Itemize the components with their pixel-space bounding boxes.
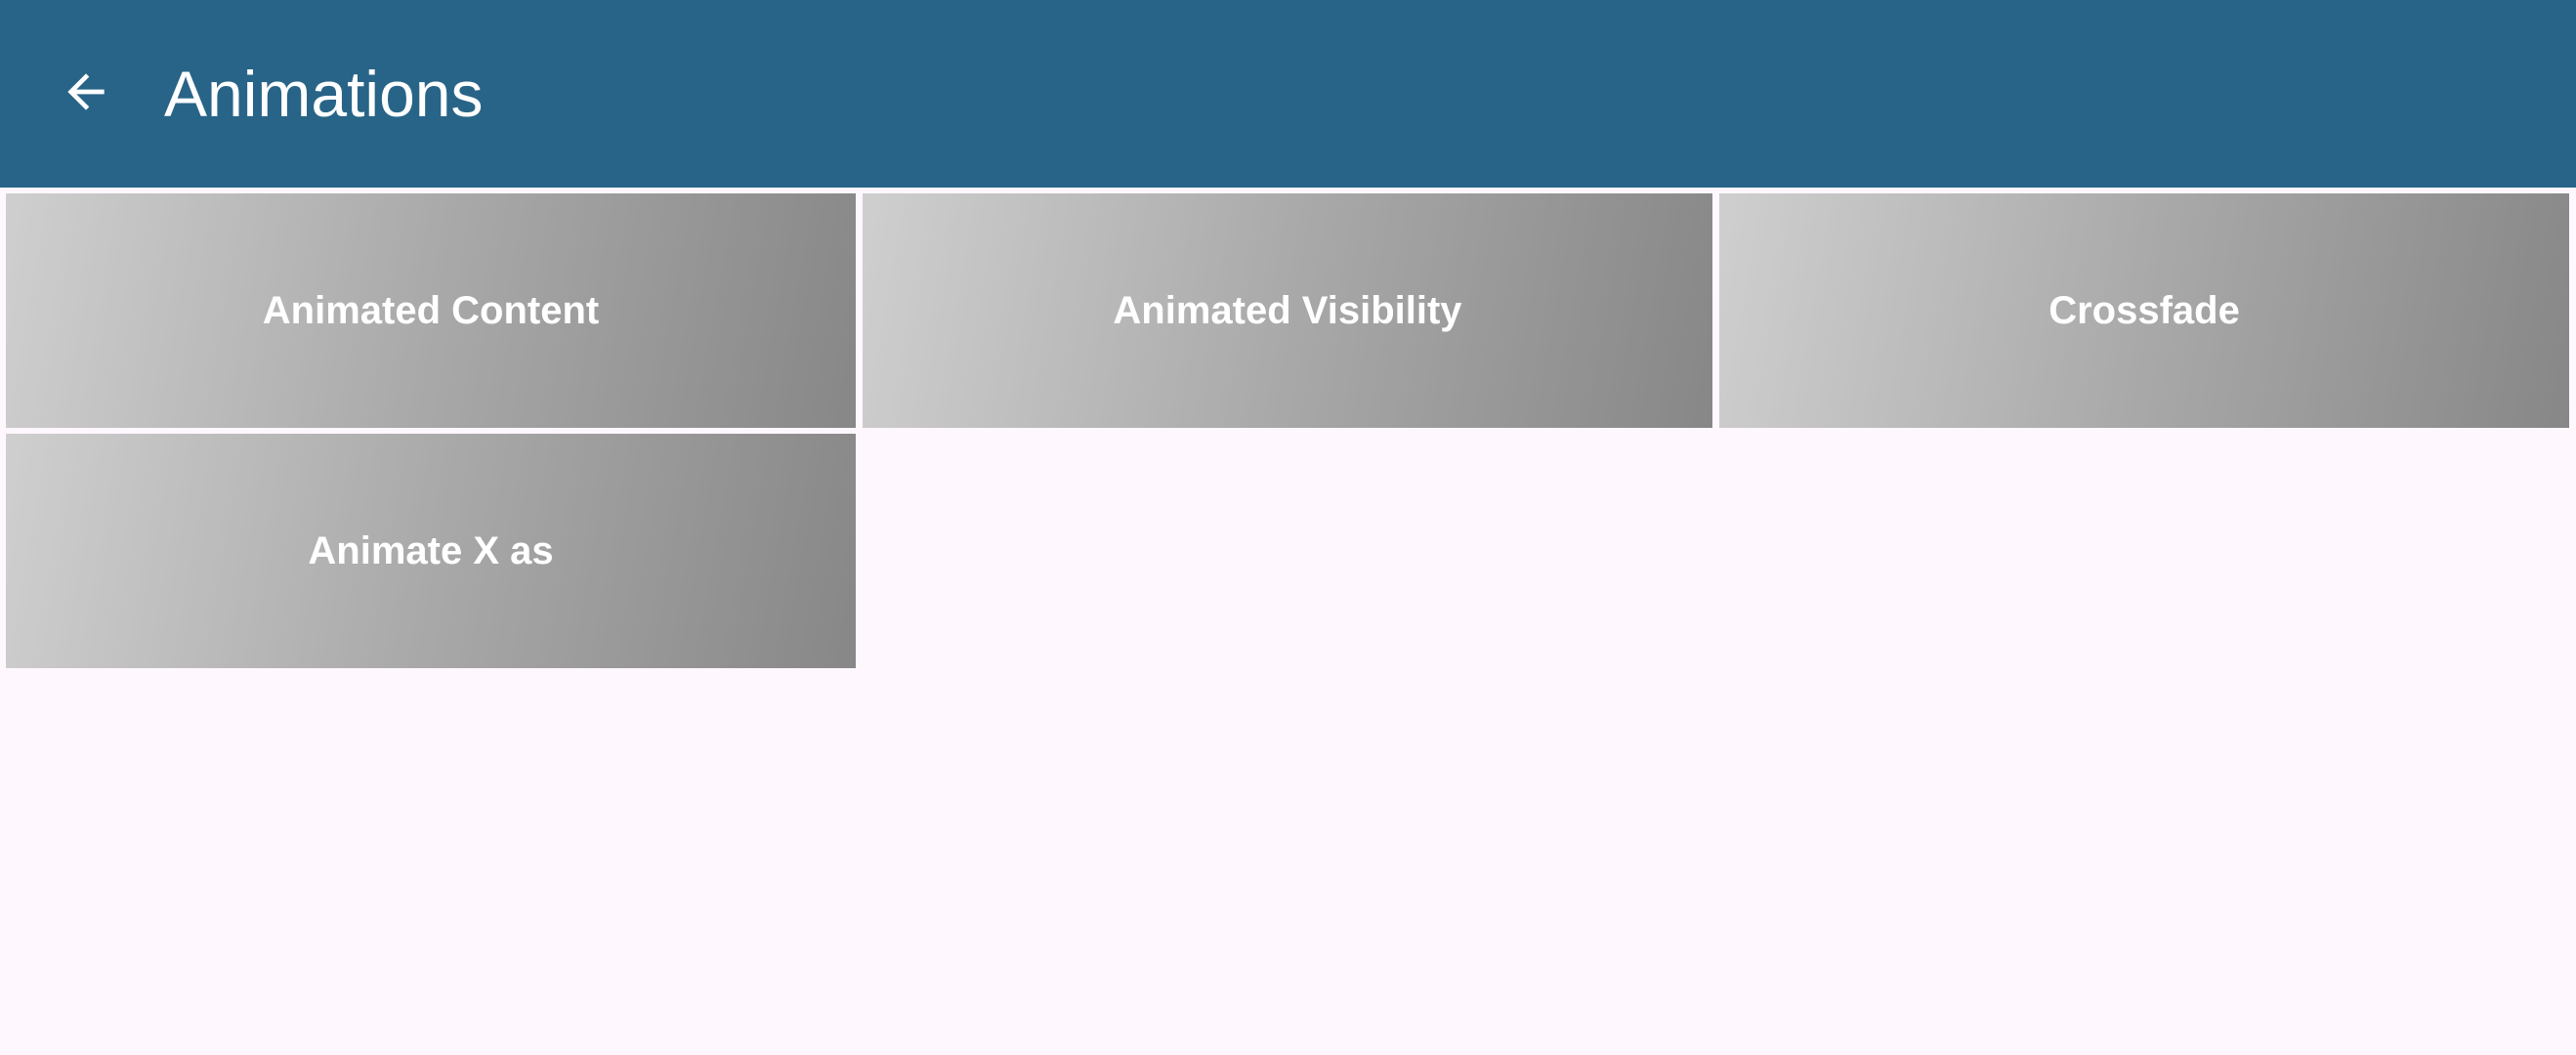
back-button[interactable] [39, 47, 133, 141]
tile-label: Animated Content [262, 288, 600, 332]
animate-x-as-tile[interactable]: Animate X as [6, 434, 856, 668]
arrow-back-icon [59, 64, 113, 124]
crossfade-tile[interactable]: Crossfade [1719, 193, 2569, 428]
tile-label: Animate X as [308, 528, 554, 572]
animated-content-tile[interactable]: Animated Content [6, 193, 856, 428]
top-app-bar: Animations [0, 0, 2576, 188]
tile-label: Crossfade [2048, 288, 2240, 332]
page-title: Animations [164, 58, 484, 130]
animated-visibility-tile[interactable]: Animated Visibility [863, 193, 1712, 428]
tile-label: Animated Visibility [1113, 288, 1462, 332]
